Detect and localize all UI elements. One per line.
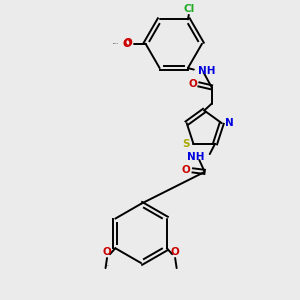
Text: Cl: Cl (184, 4, 195, 14)
Text: O: O (188, 80, 197, 89)
Text: O: O (103, 247, 111, 257)
Text: O: O (123, 39, 132, 49)
Text: O: O (123, 38, 132, 48)
Text: O: O (171, 247, 179, 257)
Text: NH: NH (198, 66, 216, 76)
Text: N: N (225, 118, 234, 128)
Text: S: S (182, 139, 190, 149)
Text: O: O (182, 165, 191, 176)
Text: methyl: methyl (105, 265, 110, 266)
Text: methoxy: methoxy (112, 43, 119, 44)
Text: NH: NH (187, 152, 205, 162)
